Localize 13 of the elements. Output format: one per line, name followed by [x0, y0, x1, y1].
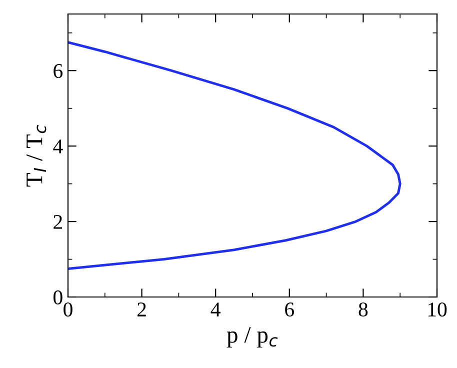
x-tick-label: 0	[64, 302, 72, 317]
x-tick-label: 6	[285, 302, 294, 317]
x-tick-label: 2	[138, 302, 146, 316]
y-tick-label: 4	[53, 140, 63, 154]
y-axis-title: T$_{I}$ / T$_{c}$	[26, 124, 46, 187]
y-tick-label: 2	[54, 214, 62, 229]
x-tick-label: 4	[210, 302, 220, 316]
y-tick-label: 6	[54, 64, 63, 78]
line-series	[68, 41, 402, 270]
y-tick-label: 0	[54, 290, 62, 304]
x-tick-label: 8	[358, 302, 368, 317]
x-tick-label: 10	[428, 302, 447, 317]
x-axis-title: p / p$_{c}$	[226, 326, 278, 348]
